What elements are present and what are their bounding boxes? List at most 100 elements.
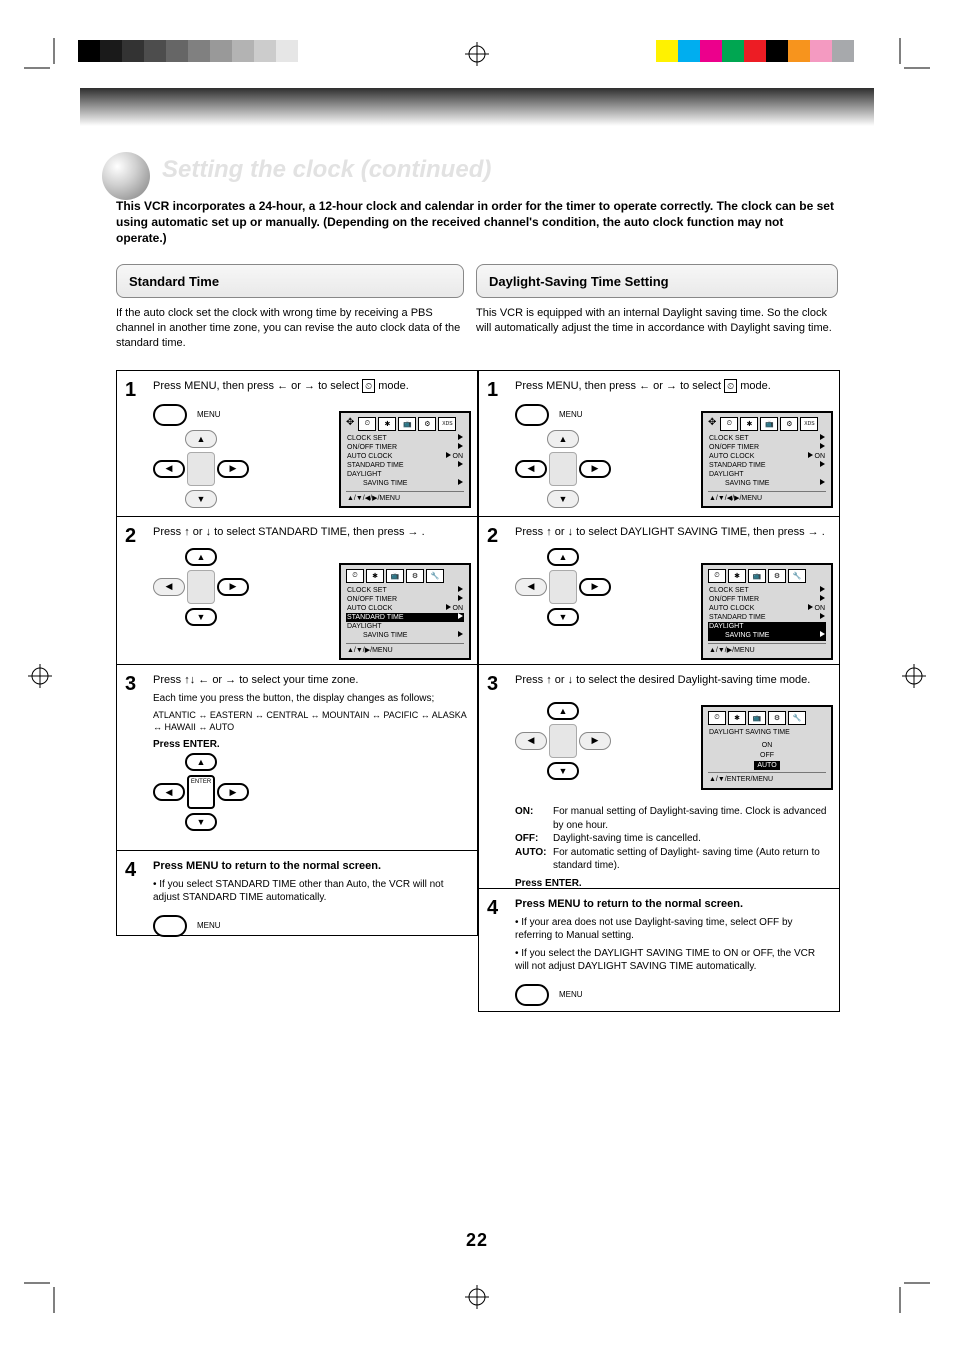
text: or bbox=[291, 380, 301, 392]
osd-option: OFF bbox=[708, 751, 826, 761]
osd-tab: 📺 bbox=[748, 711, 766, 725]
text: Press bbox=[153, 526, 181, 538]
osd-panel: ⏲ ✱ 📺 ⚙ 🔧 CLOCK SET ON/OFF TIMER AUTO CL… bbox=[701, 563, 833, 660]
step-head: Press MENU to return to the normal scree… bbox=[153, 859, 467, 874]
right-step-3: 3 Press ↑ or ↓ to select the desired Day… bbox=[479, 665, 839, 889]
text: . bbox=[822, 526, 825, 538]
step-body: ATLANTIC ↔ EASTERN ↔ CENTRAL ↔ MOUNTAIN … bbox=[153, 709, 467, 733]
pad-right-icon: ▶ bbox=[579, 578, 611, 596]
text: Press MENU, then press bbox=[153, 380, 274, 392]
step-head: Press MENU, then press ← or → to select … bbox=[153, 379, 467, 394]
osd-row-highlight: DAYLIGHT bbox=[708, 622, 826, 631]
opt-desc: Daylight-saving time is cancelled. bbox=[553, 832, 701, 846]
arrow-pad-icon: ▲ ▼ ◀ ▶ ENTER bbox=[153, 753, 249, 831]
down-arrow-icon: ↓ bbox=[568, 674, 574, 686]
opt-label: ON: bbox=[515, 805, 549, 832]
pad-left-icon: ◀ bbox=[515, 460, 547, 478]
right-step-2: 2 Press ↑ or ↓ to select DAYLIGHT SAVING… bbox=[479, 517, 839, 665]
right-arrow-icon: → bbox=[225, 674, 236, 686]
osd-row: SAVING TIME bbox=[708, 479, 826, 488]
pad-center-icon bbox=[549, 724, 577, 758]
left-column: 1 Press MENU, then press ← or → to selec… bbox=[116, 370, 478, 936]
osd-tab: ⏲ bbox=[358, 417, 376, 431]
menu-label: MENU bbox=[197, 921, 221, 930]
pad-left-icon: ◀ bbox=[515, 732, 547, 750]
text: Press bbox=[515, 526, 543, 538]
pad-down-icon: ▼ bbox=[547, 490, 579, 508]
text: or bbox=[193, 526, 203, 538]
menu-button-icon bbox=[153, 915, 187, 937]
osd-tab: ✱ bbox=[366, 569, 384, 583]
text: mode. bbox=[378, 380, 409, 392]
osd-footer: ▲/▼/▶/MENU bbox=[708, 643, 826, 655]
pad-right-icon: ▶ bbox=[217, 578, 249, 596]
step-note: • If your area does not use Daylight-sav… bbox=[515, 916, 829, 943]
menu-button-icon bbox=[153, 404, 187, 426]
menu-label: MENU bbox=[559, 410, 583, 419]
right-arrow-icon: → bbox=[808, 526, 819, 538]
osd-panel: ✥ ⏲ ✱ 📺 ⚙ XDS CLOCK SET ON/OFF TIMER AUT… bbox=[339, 411, 471, 508]
right-step-4: 4 Press MENU to return to the normal scr… bbox=[479, 889, 839, 1011]
down-arrow-icon: ↓ bbox=[568, 526, 574, 538]
osd-tab: XDS bbox=[800, 417, 818, 431]
step-number: 1 bbox=[487, 379, 498, 402]
page-number: 22 bbox=[0, 1230, 954, 1251]
pad-down-icon: ▼ bbox=[547, 762, 579, 780]
left-arrow-icon: ← bbox=[198, 674, 209, 686]
pad-right-icon: ▶ bbox=[217, 460, 249, 478]
osd-tab: ⏲ bbox=[346, 569, 364, 583]
pad-center-icon bbox=[187, 570, 215, 604]
osd-tab: ⚙ bbox=[780, 417, 798, 431]
pad-left-icon: ◀ bbox=[153, 460, 185, 478]
right-step-1: 1 Press MENU, then press ← or → to selec… bbox=[479, 371, 839, 517]
step-number: 1 bbox=[125, 379, 136, 402]
arrow-pad-icon: ▲ ▼ ◀ ▶ bbox=[153, 430, 249, 508]
osd-row: AUTO CLOCK ON bbox=[346, 452, 464, 461]
registration-mark-icon bbox=[465, 1285, 489, 1309]
left-step-4: 4 Press MENU to return to the normal scr… bbox=[117, 851, 477, 935]
osd-tab: ⏲ bbox=[708, 711, 726, 725]
swatch bbox=[656, 40, 678, 62]
osd-panel-dst: ⏲ ✱ 📺 ⚙ 🔧 DAYLIGHT SAVING TIME ON OFF AU… bbox=[701, 705, 833, 790]
step-number: 3 bbox=[125, 673, 136, 696]
text: mode. bbox=[740, 380, 771, 392]
text: . bbox=[422, 526, 425, 538]
cursor-icon: ✥ bbox=[346, 417, 354, 431]
pad-up-icon: ▲ bbox=[547, 430, 579, 448]
swatch bbox=[166, 40, 188, 62]
osd-row: DAYLIGHT bbox=[346, 622, 464, 631]
pad-left-icon: ◀ bbox=[153, 578, 185, 596]
pad-left-icon: ◀ bbox=[515, 578, 547, 596]
clock-icon: ⏲ bbox=[362, 379, 375, 393]
left-arrow-icon: ← bbox=[639, 380, 650, 392]
osd-tab: 📺 bbox=[760, 417, 778, 431]
pad-up-icon: ▲ bbox=[185, 753, 217, 771]
up-arrow-icon: ↑ bbox=[546, 526, 552, 538]
osd-tab: ⚙ bbox=[406, 569, 424, 583]
pad-down-icon: ▼ bbox=[547, 608, 579, 626]
swatch bbox=[678, 40, 700, 62]
page-title: Setting the clock (continued) bbox=[162, 156, 491, 184]
crop-mark-icon bbox=[890, 38, 930, 78]
osd-row: DAYLIGHT bbox=[346, 470, 464, 479]
section-tab-daylight: Daylight-Saving Time Setting bbox=[476, 264, 838, 298]
opt-desc: For automatic setting of Daylight- savin… bbox=[553, 846, 829, 873]
text: Press bbox=[153, 674, 181, 686]
swatch bbox=[788, 40, 810, 62]
arrow-pad-icon: ▲ ▼ ◀ ▶ bbox=[515, 430, 611, 508]
text: Press bbox=[515, 674, 543, 686]
osd-row-highlight: SAVING TIME bbox=[708, 631, 826, 640]
text: to select bbox=[318, 380, 359, 392]
pad-right-icon: ▶ bbox=[579, 732, 611, 750]
osd-row: AUTO CLOCK ON bbox=[708, 452, 826, 461]
text: or bbox=[555, 526, 565, 538]
section-tab-standard-time: Standard Time bbox=[116, 264, 464, 298]
color-bar bbox=[656, 40, 876, 62]
osd-panel: ⏲ ✱ 📺 ⚙ 🔧 CLOCK SET ON/OFF TIMER AUTO CL… bbox=[339, 563, 471, 660]
text: or bbox=[555, 674, 565, 686]
osd-row: SAVING TIME bbox=[346, 631, 464, 640]
swatch bbox=[144, 40, 166, 62]
opt-desc: For manual setting of Daylight-saving ti… bbox=[553, 805, 829, 832]
step-body: Each time you press the button, the disp… bbox=[153, 692, 467, 706]
clock-icon: ⏲ bbox=[724, 379, 737, 393]
